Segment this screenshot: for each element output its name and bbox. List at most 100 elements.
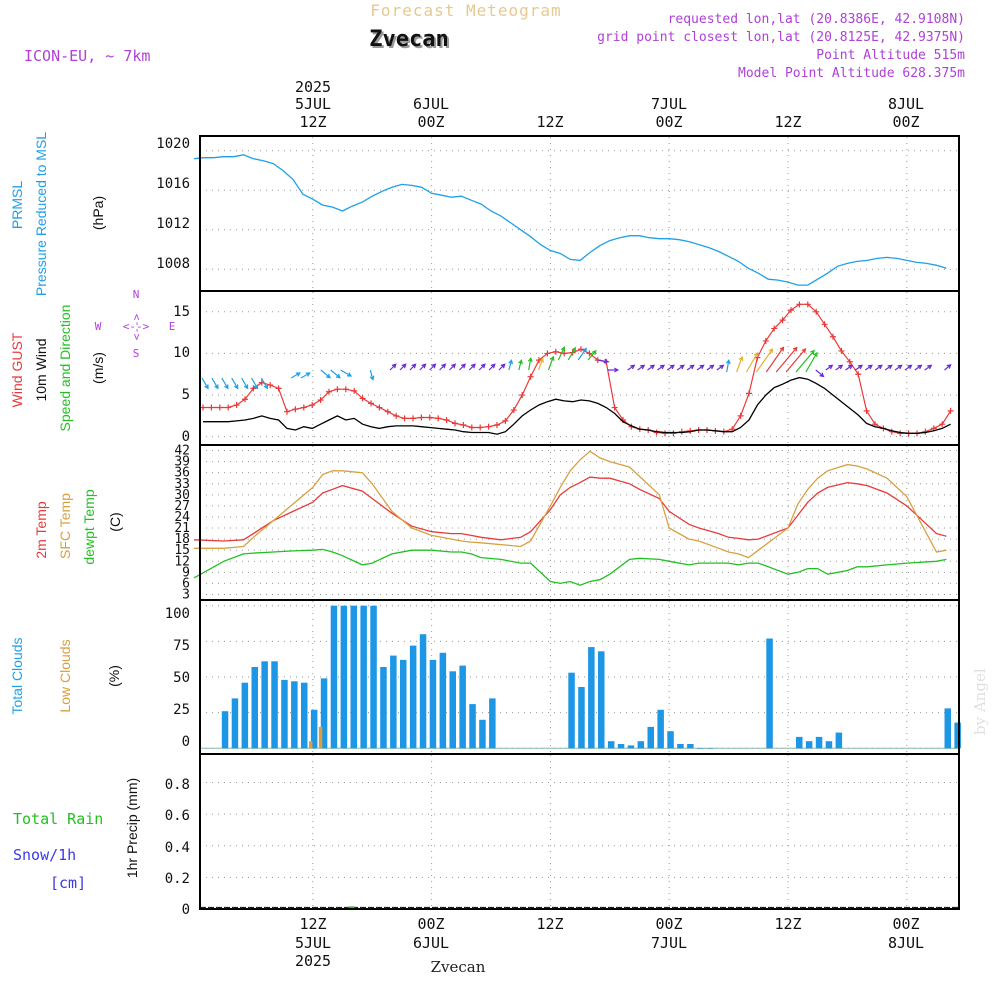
wind-ytick: 15 [173,304,190,320]
temp-label-2m: 2m Temp [33,501,49,559]
pressure-yticks: 1020 1016 1012 1008 [156,136,190,272]
temp-label-dewpt: dewpt Temp [81,489,97,564]
wind-direction-arrow [686,364,695,371]
wind-label-10m: 10m Wind [33,338,49,401]
pressure-marks [193,154,947,286]
wind-direction-arrow [498,363,506,371]
total-cloud-bar [350,605,357,749]
chart-title: Forecast Meteogram [370,1,561,20]
total-cloud-bar [340,605,348,749]
precip-unit: 1hr Precip (mm) [124,778,140,878]
temp-ytick: 36 [174,466,190,481]
top-tick-1: 6JUL 00Z [413,95,449,131]
clouds-ytick: 50 [173,670,190,686]
wind-direction-arrow [914,364,923,371]
total-cloud-bar [449,671,456,749]
top-tick-3: 7JUL 00Z [651,95,687,131]
gust-marker [468,424,475,431]
wind-direction-arrow [508,359,513,371]
total-cloud-bar [439,652,447,749]
gust-marker [771,325,778,332]
dewpoint-line [193,548,947,586]
temp-unit: (C) [107,512,123,531]
wind-direction-arrow [587,349,597,361]
total-cloud-bar [469,704,476,749]
wind-direction-arrow [320,369,331,379]
compass-north: N [133,288,140,301]
gust-marker [838,347,845,354]
gust-marker [796,301,803,308]
pressure-frame [199,135,960,292]
pressure-ytick: 1008 [156,256,190,272]
gust-marker [804,301,811,308]
gust-marker [376,404,383,411]
panel-clouds: Total Clouds Low Clouds (%) 100 75 50 25… [9,599,961,755]
wind-marks [200,301,954,437]
panel-wind: Wind GUST 10m Wind Speed and Direction (… [9,288,960,446]
temp-label-sfc: SFC Temp [57,493,73,559]
total-cloud-bar [330,605,338,749]
wind-direction-arrow [221,377,229,390]
gust-marker [384,408,391,415]
wind-direction-arrow [241,377,249,390]
gust-marker [225,404,232,411]
wind-direction-arrow [894,364,903,371]
total-cloud-bar [360,605,367,749]
bottom-tick-0: 12Z 5JUL 2025 [295,915,331,970]
wind-direction-arrow [231,377,239,390]
total-cloud-bar [598,651,605,749]
gust-marker [418,414,425,421]
gust-marker [485,423,492,430]
gust-marker [334,386,341,393]
wind-direction-arrow [518,359,523,371]
wind-direction-arrow [211,377,219,390]
wind-direction-arrow [290,372,301,379]
compass-arrow: <--> [123,320,150,333]
gust-marker [460,422,467,429]
wind-direction-arrow [666,364,675,371]
wind-direction-arrow [300,372,311,379]
gust-marker [300,404,307,411]
bottom-time-axis: 12Z 5JUL 2025 00Z 6JUL 12Z 00Z 7JUL 12Z 00Z 8… [295,915,924,970]
bottom-tick-1: 00Z 6JUL [413,915,449,952]
requested-coords: requested lon,lat (20.8386E, 42.9108N) [668,12,965,27]
wind-direction-arrow [330,369,341,379]
wind-label-direction: Speed and Direction [57,305,73,432]
gust-marker [368,400,374,407]
total-cloud-bar [429,659,437,749]
gust-line [203,303,952,434]
gust-marker [326,388,332,395]
wind-direction-arrow [627,364,636,371]
gust-marker [452,420,458,427]
total-cloud-bar [647,726,654,749]
temp-ytick: 42 [174,444,190,459]
wind-direction-arrow [676,364,685,371]
compass-rose: N S W E <--> <--> [95,288,176,360]
wind-direction-arrow [855,364,864,371]
temp-ytick: 6 [182,576,190,591]
total-cloud-bar [271,661,278,749]
temp-ytick: 33 [174,477,190,492]
gust-marker [401,415,408,422]
gust-marker [443,417,450,424]
temp-sfc-line [194,450,947,559]
top-tick-4: 12Z [774,113,801,131]
clouds-yticks: 100 75 50 25 0 [165,606,190,750]
gust-marker [779,317,786,324]
gust-marker [410,415,416,422]
total-cloud-bar [677,744,684,749]
gust-marker [435,415,442,422]
gust-marker [342,386,349,393]
precip-ytick: 0.2 [165,871,190,887]
wind-direction-arrow [527,356,533,371]
total-cloud-bar [815,736,823,749]
total-cloud-bar [380,667,387,749]
gust-marker [855,371,862,378]
bottom-tick-3: 00Z 7JUL [651,915,687,952]
gust-marker [813,308,820,315]
location-title-shadow: Zvecan [371,29,450,54]
clouds-label-total: Total Clouds [9,637,25,714]
temp-2m-line [193,476,947,542]
total-cloud-bar [281,679,288,749]
